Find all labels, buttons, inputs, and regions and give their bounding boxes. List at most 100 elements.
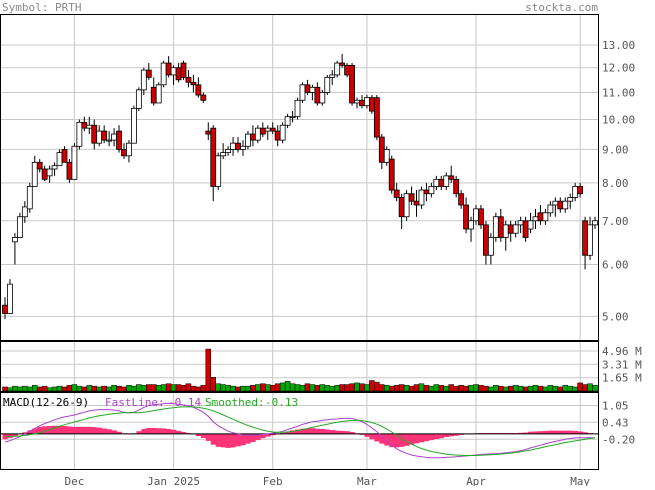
candle [284, 113, 291, 129]
candle [274, 125, 281, 147]
candle-body [344, 64, 351, 76]
macd-histogram-bar [270, 433, 276, 436]
volume-bar [200, 385, 207, 392]
macd-histogram-bar [448, 433, 454, 437]
volume-bar [265, 384, 271, 392]
macd-histogram-bar [379, 433, 385, 444]
candle [126, 140, 132, 163]
candle-body [458, 193, 465, 206]
volume-bar [433, 384, 440, 392]
candle-body [86, 124, 93, 129]
volume-bar [81, 386, 88, 392]
candle-body [532, 216, 539, 222]
macd-fast-line [4, 402, 595, 459]
candle-body [240, 145, 246, 150]
candle [468, 216, 474, 242]
x-tick-label: Mar [357, 475, 377, 486]
candle-body [413, 200, 420, 206]
candle-body [319, 92, 326, 104]
candle [309, 84, 316, 101]
candle-body [170, 67, 177, 76]
candle-body [497, 216, 504, 238]
macd-histogram-bar [572, 430, 578, 434]
volume-bar [101, 385, 107, 392]
macd-histogram-bar [7, 433, 13, 438]
candle-body [468, 220, 474, 230]
candle [289, 111, 296, 123]
volume-bar [493, 385, 499, 392]
macd-histogram-bar [547, 430, 554, 434]
candle [16, 212, 23, 238]
candle [324, 74, 331, 96]
macd-histogram-bar [438, 433, 445, 439]
candle-body [314, 86, 321, 104]
candle [230, 137, 236, 156]
volume-bar [428, 385, 435, 392]
smoothed-value: -0.13 [265, 396, 298, 409]
volume-bar [56, 385, 63, 392]
macd-histogram-bar [280, 432, 286, 434]
macd-histogram-bar [300, 428, 306, 434]
volume-bar [572, 386, 578, 392]
macd-histogram-bar [557, 430, 564, 434]
macd-histogram-bar [86, 426, 93, 434]
volume-bar [96, 386, 102, 392]
candle-body [587, 224, 593, 256]
candle [264, 125, 271, 141]
candle-body [91, 124, 98, 144]
volume-bar [180, 385, 187, 392]
volume-bar [354, 382, 360, 392]
candle-body [16, 216, 23, 238]
macd-histogram-bar [141, 429, 147, 434]
candle [269, 122, 276, 135]
panel-frame [0, 392, 599, 470]
macd-histogram-bar [453, 433, 459, 436]
macd-tick-label: 0.43 [602, 416, 629, 429]
macd-histogram-bar [290, 430, 296, 434]
volume-bar [547, 385, 554, 392]
candle-body [453, 178, 460, 195]
candle [170, 65, 177, 85]
volume-bar [359, 383, 365, 392]
candle [56, 149, 63, 167]
volume-bar [453, 385, 459, 392]
volume-bar [190, 385, 197, 392]
price-tick-label: 9.00 [602, 143, 629, 156]
candle [572, 182, 579, 202]
candle-body [106, 139, 113, 142]
candle-body [339, 62, 346, 66]
volume-bar [403, 385, 410, 392]
volume-bar [175, 384, 182, 392]
candle [135, 87, 142, 112]
volume-bar [225, 385, 231, 392]
macd-histogram-bar [245, 433, 251, 444]
macd-histogram-bar [285, 431, 291, 434]
candle [66, 159, 73, 183]
volume-bar [255, 384, 261, 392]
candle-body [81, 121, 88, 129]
candle-body [572, 186, 579, 198]
candle-body [542, 212, 549, 222]
candle-body [562, 200, 569, 210]
candle-body [324, 76, 331, 93]
macd-histogram-bar [518, 432, 524, 434]
volume-bar [220, 384, 226, 392]
macd-histogram-bar [195, 433, 202, 437]
grid-layer [0, 14, 599, 469]
candle-body [131, 107, 137, 144]
volume-bar [111, 385, 117, 392]
macd-histogram-bar [106, 429, 112, 434]
volume-bar [7, 387, 13, 392]
macd-histogram-bar [443, 433, 450, 438]
candle-body [418, 189, 425, 206]
macd-histogram-bar [27, 430, 33, 434]
volume-bar [22, 385, 28, 392]
volume-bar [274, 383, 281, 392]
volume-bar [443, 385, 450, 392]
candle-body [111, 133, 117, 141]
macd-histogram-bar [111, 430, 117, 434]
volume-bar [116, 385, 122, 392]
macd-histogram-bar [116, 431, 122, 434]
candle-body [235, 142, 241, 150]
candle [41, 165, 48, 182]
